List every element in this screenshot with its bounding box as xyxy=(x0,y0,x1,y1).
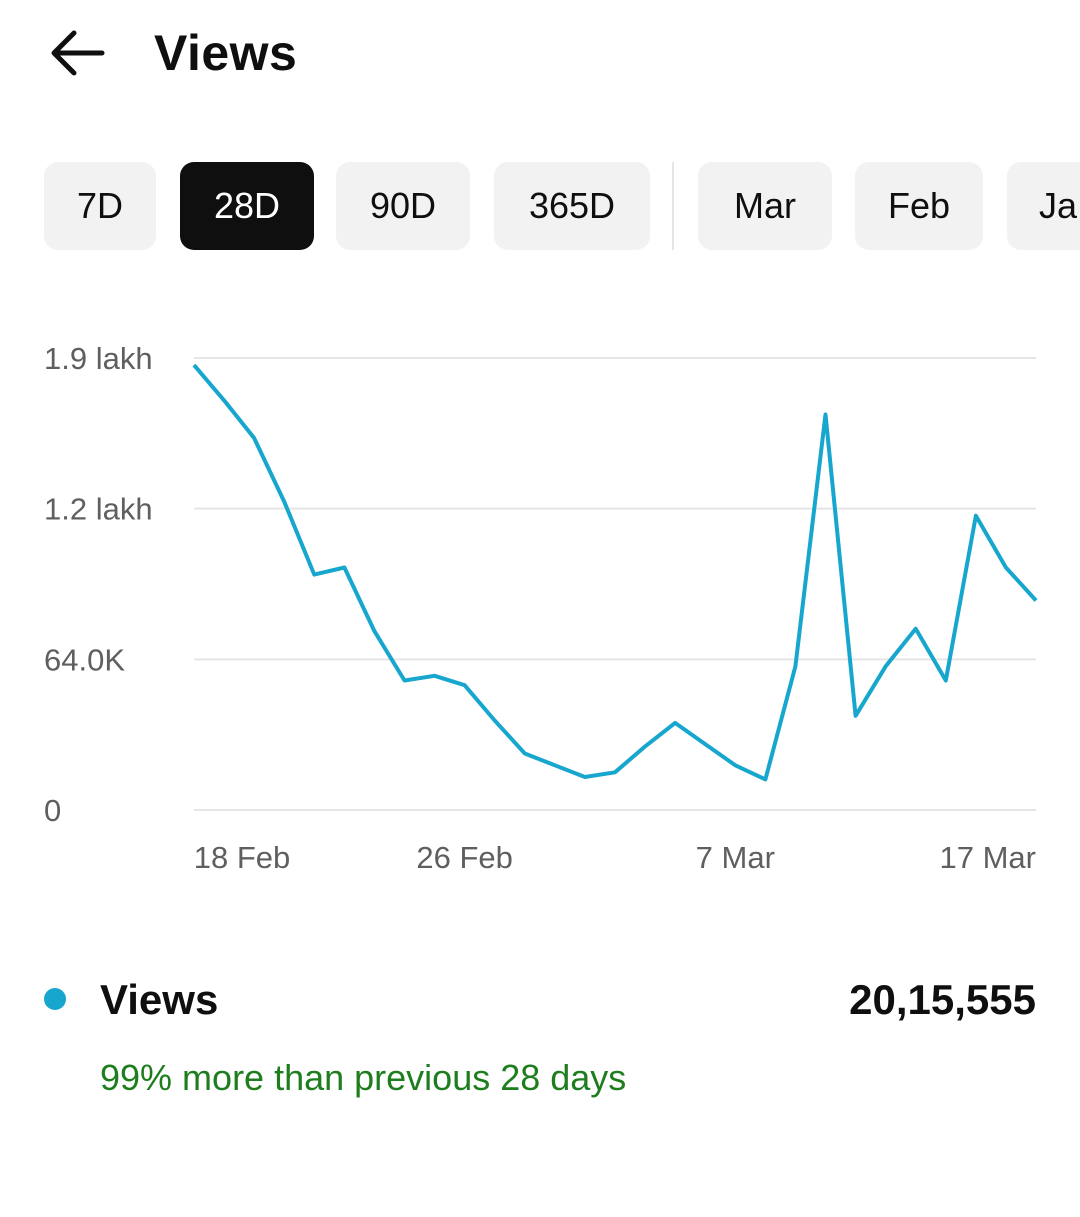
arrow-left-icon xyxy=(51,30,105,76)
page-title: Views xyxy=(154,25,298,81)
y-tick-label: 0 xyxy=(44,793,61,828)
summary-total: 20,15,555 xyxy=(849,976,1036,1023)
views-chart: 0 64.0K 1.2 lakh 1.9 lakh 18 Feb 26 Feb 7 Mar 1… xyxy=(0,330,1080,890)
chip-feb[interactable]: Feb xyxy=(855,162,983,250)
y-tick-label: 1.2 lakh xyxy=(44,492,153,527)
chip-mar[interactable]: Mar xyxy=(698,162,832,250)
series-legend-dot xyxy=(44,988,66,1010)
chip-jan[interactable]: Ja xyxy=(1007,162,1080,250)
x-tick-label: 26 Feb xyxy=(416,840,513,875)
comparison-text: 99% more than previous 28 days xyxy=(100,1057,627,1098)
x-tick-label: 7 Mar xyxy=(696,840,775,875)
chip-28d[interactable]: 28D xyxy=(180,162,314,250)
back-button[interactable] xyxy=(44,22,110,84)
views-line-chart: 0 64.0K 1.2 lakh 1.9 lakh 18 Feb 26 Feb 7 Mar 1… xyxy=(44,341,1038,875)
header: Views xyxy=(0,0,1080,110)
summary-label: Views xyxy=(100,976,219,1023)
chip-90d[interactable]: 90D xyxy=(336,162,470,250)
chip-365d[interactable]: 365D xyxy=(494,162,650,250)
y-tick-label: 1.9 lakh xyxy=(44,341,153,376)
chip-divider xyxy=(672,162,674,250)
x-tick-label: 18 Feb xyxy=(194,840,291,875)
chip-7d[interactable]: 7D xyxy=(44,162,156,250)
x-tick-label: 17 Mar xyxy=(940,840,1036,875)
series-line-views xyxy=(192,363,1038,782)
y-tick-label: 64.0K xyxy=(44,642,125,677)
range-chip-bar: 7D 28D 90D 365D Mar Feb Ja xyxy=(44,162,1080,250)
